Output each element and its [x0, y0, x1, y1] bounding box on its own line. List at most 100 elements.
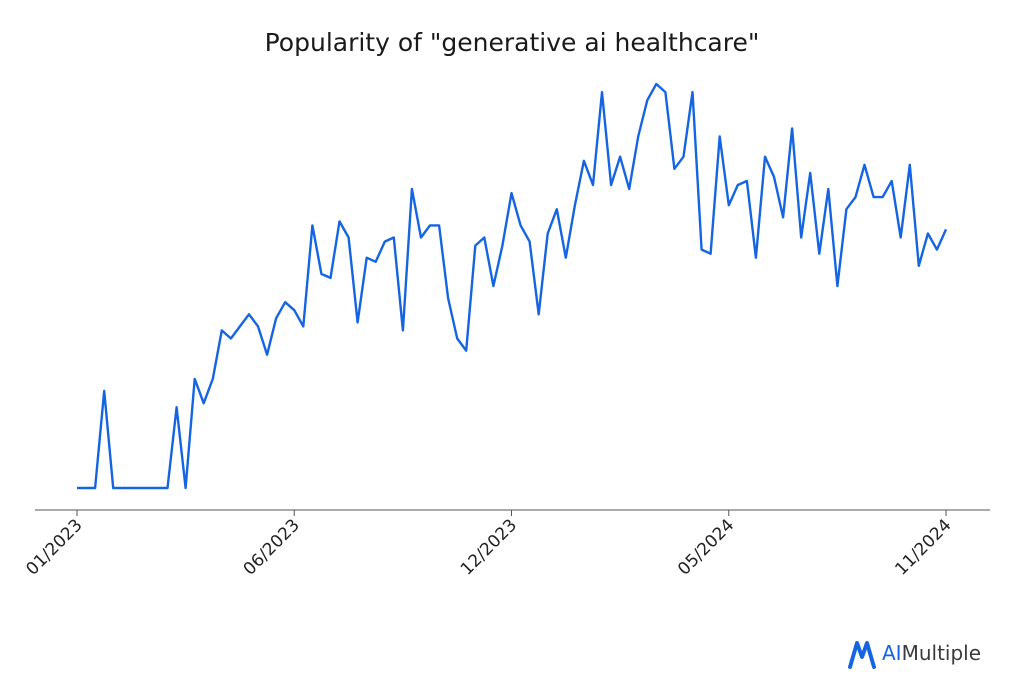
- data-point: [129, 486, 133, 490]
- brand-logo: AIMultiple: [848, 636, 981, 670]
- x-tick-label: 11/2024: [891, 515, 955, 579]
- data-point: [573, 203, 577, 207]
- data-point: [374, 260, 378, 264]
- data-point: [274, 316, 278, 320]
- x-tick-label: 01/2023: [22, 515, 86, 579]
- data-point: [872, 195, 876, 199]
- data-point: [799, 236, 803, 240]
- data-point: [908, 163, 912, 167]
- data-point: [618, 155, 622, 159]
- data-point: [826, 187, 830, 191]
- data-point: [111, 486, 115, 490]
- data-point: [491, 284, 495, 288]
- data-point: [528, 240, 532, 244]
- data-point: [944, 227, 948, 231]
- data-point: [500, 244, 504, 248]
- data-point: [338, 219, 342, 223]
- data-point: [555, 207, 559, 211]
- data-point: [926, 232, 930, 236]
- data-point: [763, 155, 767, 159]
- data-point: [645, 98, 649, 102]
- data-point: [781, 215, 785, 219]
- data-point: [564, 256, 568, 260]
- data-point: [184, 486, 188, 490]
- data-point: [392, 236, 396, 240]
- data-point: [519, 223, 523, 227]
- series-line: [77, 82, 948, 490]
- data-point: [682, 155, 686, 159]
- data-point: [84, 486, 88, 490]
- data-point: [138, 486, 142, 490]
- data-point: [356, 320, 360, 324]
- data-point: [428, 223, 432, 227]
- data-point: [383, 240, 387, 244]
- data-point: [120, 486, 124, 490]
- data-point: [365, 256, 369, 260]
- data-point: [202, 401, 206, 405]
- data-point: [591, 183, 595, 187]
- aimultiple-logo-icon: [848, 641, 876, 669]
- data-point: [772, 175, 776, 179]
- data-point: [464, 349, 468, 353]
- data-point: [329, 276, 333, 280]
- data-point: [220, 328, 224, 332]
- data-point: [256, 324, 260, 328]
- data-point: [193, 377, 197, 381]
- chart-title: Popularity of "generative ai healthcare": [264, 28, 760, 57]
- data-point: [754, 256, 758, 260]
- data-point: [817, 252, 821, 256]
- data-point: [75, 486, 79, 490]
- data-point: [238, 324, 242, 328]
- data-point: [419, 236, 423, 240]
- x-tick-label: 05/2024: [674, 515, 738, 579]
- data-point: [672, 167, 676, 171]
- data-point: [881, 195, 885, 199]
- data-point: [510, 191, 514, 195]
- data-point: [854, 195, 858, 199]
- data-point: [265, 353, 269, 357]
- data-point: [247, 312, 251, 316]
- data-point: [347, 236, 351, 240]
- brand-name-ai: AI: [882, 641, 902, 665]
- data-point: [437, 223, 441, 227]
- data-point: [283, 300, 287, 304]
- data-point: [691, 90, 695, 94]
- data-point: [790, 126, 794, 130]
- data-point: [636, 135, 640, 139]
- x-tick-label: 12/2023: [457, 515, 521, 579]
- data-point: [455, 337, 459, 341]
- data-point: [157, 486, 161, 490]
- data-point: [835, 284, 839, 288]
- data-point: [401, 328, 405, 332]
- data-point: [166, 486, 170, 490]
- data-point: [609, 183, 613, 187]
- data-point: [229, 337, 233, 341]
- data-point: [301, 324, 305, 328]
- data-point: [863, 163, 867, 167]
- data-point: [102, 389, 106, 393]
- data-point: [482, 236, 486, 240]
- data-point: [546, 232, 550, 236]
- data-point: [890, 179, 894, 183]
- data-point: [663, 90, 667, 94]
- data-point: [147, 486, 151, 490]
- data-point: [537, 312, 541, 316]
- data-point: [727, 203, 731, 207]
- data-point: [319, 272, 323, 276]
- brand-name-rest: Multiple: [901, 641, 982, 665]
- data-point: [654, 82, 658, 86]
- data-point: [808, 171, 812, 175]
- x-tick-label: 06/2023: [240, 515, 304, 579]
- data-point: [600, 90, 604, 94]
- data-point: [582, 159, 586, 163]
- data-point: [700, 248, 704, 252]
- data-point: [175, 405, 179, 409]
- data-point: [627, 187, 631, 191]
- data-point: [211, 377, 215, 381]
- data-point: [844, 207, 848, 211]
- data-point: [718, 135, 722, 139]
- data-point: [899, 236, 903, 240]
- data-point: [473, 244, 477, 248]
- data-point: [292, 308, 296, 312]
